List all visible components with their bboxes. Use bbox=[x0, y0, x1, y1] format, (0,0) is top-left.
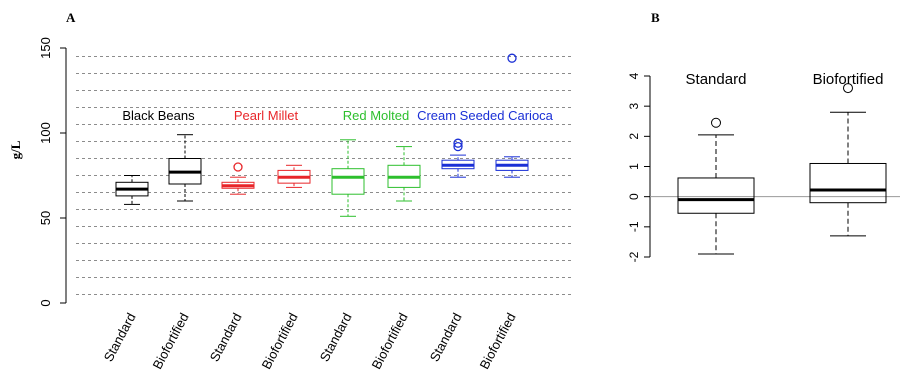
box-1 bbox=[677, 117, 755, 255]
y-tick-label: 50 bbox=[38, 211, 53, 225]
x-tick-label: Standard bbox=[317, 310, 355, 364]
panel-b-category-labels: Standard Biofortified bbox=[686, 71, 884, 88]
x-tick-label: Biofortified bbox=[477, 310, 519, 371]
panel-b-letter: B bbox=[651, 10, 660, 25]
group-label: Black Beans bbox=[122, 108, 195, 123]
panel-a-letter: A bbox=[66, 10, 76, 25]
category-label: Standard bbox=[686, 71, 747, 88]
box-1 bbox=[115, 175, 149, 205]
y-tick-label: 100 bbox=[38, 122, 53, 144]
x-tick-label: Standard bbox=[101, 310, 139, 364]
outlier-point bbox=[711, 117, 721, 128]
y-tick-label: -1 bbox=[627, 221, 641, 232]
panel-a-group-labels: Black Beans Pearl Millet Red Molted Cream S… bbox=[122, 108, 553, 123]
y-tick-label: 4 bbox=[627, 72, 641, 79]
x-tick-label: Biofortified bbox=[369, 310, 411, 371]
box-iqr bbox=[331, 168, 365, 195]
panel-a-y-axis: 0 50 100 150 bbox=[38, 37, 67, 307]
group-label: Pearl Millet bbox=[234, 108, 299, 123]
panel-b-boxplot: B -2 -1 0 1 2 3 4 Standard Biofortified bbox=[627, 10, 900, 262]
x-tick-label: Standard bbox=[427, 310, 465, 364]
x-tick-label: Standard bbox=[207, 310, 245, 364]
panel-a-grid bbox=[76, 56, 572, 295]
box-2 bbox=[809, 83, 887, 237]
y-tick-label: 1 bbox=[627, 163, 641, 170]
panel-a-boxes bbox=[115, 53, 529, 217]
outlier-point bbox=[453, 138, 463, 148]
box-6 bbox=[387, 146, 421, 202]
category-label: Biofortified bbox=[813, 71, 884, 88]
panel-a-x-tick-labels: Standard Biofortified Standard Biofortified… bbox=[101, 310, 519, 371]
box-iqr bbox=[809, 162, 887, 204]
outlier-point bbox=[507, 53, 517, 63]
box-7 bbox=[441, 138, 475, 178]
panel-a-boxplot: A g/L 0 50 100 150 Black Beans Pearl Millet R… bbox=[8, 10, 572, 372]
y-tick-label: 0 bbox=[627, 193, 641, 200]
panel-b-y-axis: -2 -1 0 1 2 3 4 bbox=[627, 72, 900, 262]
box-3 bbox=[221, 162, 255, 195]
box-8 bbox=[495, 53, 529, 178]
y-tick-label: 150 bbox=[38, 37, 53, 59]
y-tick-label: 0 bbox=[38, 299, 53, 306]
outlier-point bbox=[453, 141, 463, 152]
y-tick-label: 2 bbox=[627, 133, 641, 140]
y-tick-label: -2 bbox=[627, 251, 641, 262]
outlier-point bbox=[843, 83, 853, 94]
panel-a-y-axis-label: g/L bbox=[8, 140, 23, 159]
box-2 bbox=[168, 134, 202, 202]
x-tick-label: Biofortified bbox=[150, 310, 192, 371]
group-label: Red Molted bbox=[343, 108, 409, 123]
box-iqr bbox=[677, 177, 755, 214]
outlier-point bbox=[233, 162, 243, 172]
box-4 bbox=[277, 164, 311, 188]
x-tick-label: Biofortified bbox=[259, 310, 301, 371]
y-tick-label: 3 bbox=[627, 103, 641, 110]
box-5 bbox=[331, 139, 365, 217]
group-label: Cream Seeded Carioca bbox=[417, 108, 554, 123]
panel-b-boxes bbox=[677, 83, 887, 255]
